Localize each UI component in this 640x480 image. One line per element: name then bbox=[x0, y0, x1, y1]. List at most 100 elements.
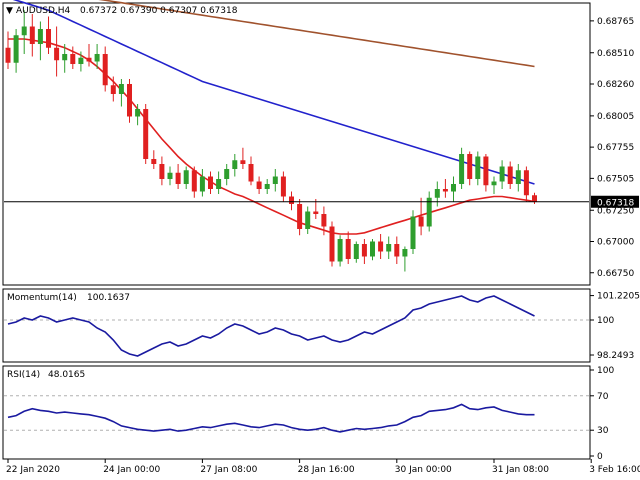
candle-body bbox=[143, 109, 149, 159]
candle-body bbox=[361, 244, 367, 257]
candle-body bbox=[29, 26, 35, 44]
mid-ma-line bbox=[12, 0, 535, 185]
candle-body bbox=[216, 179, 222, 189]
candle-body bbox=[394, 244, 400, 257]
candle-body bbox=[62, 54, 68, 61]
price-tick-label: 0.68005 bbox=[597, 112, 634, 122]
price-tick-label: 0.67250 bbox=[597, 206, 634, 216]
price-pane-frame bbox=[2, 2, 591, 286]
candle-body bbox=[459, 154, 465, 184]
candle-body bbox=[46, 29, 51, 48]
price-y-axis: 0.68765 0.68510 0.68260 0.68005 0.67755 0.675… bbox=[590, 17, 634, 279]
candle-body bbox=[224, 169, 230, 179]
candle-body bbox=[353, 244, 359, 259]
price-tick-label: 0.68510 bbox=[597, 49, 634, 59]
momentum-y-axis: 101.2205 100 98.2493 bbox=[590, 292, 640, 361]
price-tick-label: 0.67755 bbox=[597, 143, 634, 153]
momentum-tick-label: 100 bbox=[597, 316, 614, 326]
candle-body bbox=[21, 26, 27, 36]
time-tick-label: 28 Jan 16:00 bbox=[298, 465, 355, 475]
candle-body bbox=[337, 239, 343, 262]
candle-body bbox=[118, 84, 124, 94]
current-price-label: 0.67318 bbox=[597, 198, 634, 208]
rsi-tick-label: 70 bbox=[597, 392, 609, 402]
candle-body bbox=[151, 159, 157, 164]
candle-body bbox=[402, 249, 408, 257]
rsi-line bbox=[7, 403, 535, 433]
candle-body bbox=[94, 54, 100, 62]
candle-body bbox=[272, 176, 278, 184]
candle-body bbox=[240, 160, 246, 164]
candle-body bbox=[70, 54, 76, 64]
candle-body bbox=[507, 166, 513, 184]
momentum-title: Momentum(14) bbox=[7, 293, 77, 303]
candle-body bbox=[102, 54, 108, 86]
price-tick-label: 0.67000 bbox=[597, 238, 634, 248]
time-tick-label: 24 Jan 00:00 bbox=[103, 465, 160, 475]
candle-body bbox=[532, 195, 537, 202]
candle-body bbox=[159, 164, 165, 179]
momentum-tick-label: 98.2493 bbox=[597, 351, 634, 361]
momentum-line bbox=[7, 295, 535, 357]
current-price-line: 0.67318 bbox=[4, 195, 639, 208]
price-tick-label: 0.68765 bbox=[597, 17, 634, 27]
candle-body bbox=[191, 170, 197, 192]
momentum-value: 100.1637 bbox=[87, 293, 130, 303]
candle-body bbox=[483, 156, 489, 186]
price-tick-label: 0.66750 bbox=[597, 269, 634, 279]
momentum-pane-frame bbox=[2, 288, 591, 363]
candle-body bbox=[386, 244, 392, 252]
candle-body bbox=[321, 214, 327, 227]
candle-body bbox=[37, 29, 43, 44]
time-tick-label: 31 Jan 08:00 bbox=[492, 465, 549, 475]
fast-moving-average bbox=[8, 38, 535, 235]
candle-body bbox=[418, 216, 424, 227]
candle-body bbox=[54, 47, 60, 61]
candle-body bbox=[135, 109, 141, 117]
current-price-tag bbox=[591, 195, 639, 208]
candle-body bbox=[110, 85, 116, 94]
collapse-arrow-icon[interactable]: ▼ bbox=[6, 6, 13, 16]
slow-ma-line bbox=[98, 0, 535, 68]
rsi-tick-label: 0 bbox=[597, 452, 603, 462]
candle-body bbox=[86, 57, 92, 62]
rsi-series-line bbox=[7, 403, 535, 433]
candlesticks bbox=[5, 10, 537, 272]
candle-body bbox=[370, 241, 375, 257]
candle-body bbox=[78, 57, 84, 64]
rsi-pane-frame bbox=[2, 365, 591, 460]
candle-body bbox=[264, 184, 270, 189]
fast-ma-line bbox=[8, 38, 535, 235]
time-tick-label: 27 Jan 08:00 bbox=[200, 465, 257, 475]
rsi-value: 48.0165 bbox=[48, 370, 85, 380]
candle-body bbox=[280, 176, 286, 197]
candle-body bbox=[345, 239, 351, 259]
rsi-y-axis: 100 70 30 0 bbox=[590, 366, 614, 462]
candle-body bbox=[289, 196, 294, 204]
candle-body bbox=[232, 160, 238, 169]
candle-body bbox=[475, 156, 481, 179]
chart-ohlc-values: 0.67372 0.67390 0.67307 0.67318 bbox=[80, 6, 238, 16]
chart-symbol-title: AUDUSD,H4 bbox=[16, 6, 71, 16]
candle-body bbox=[175, 172, 181, 184]
candle-body bbox=[199, 176, 205, 192]
candle-body bbox=[256, 181, 262, 189]
candle-body bbox=[515, 170, 521, 184]
candle-body bbox=[523, 170, 529, 196]
mid-moving-average bbox=[12, 0, 535, 185]
candle-body bbox=[13, 35, 19, 63]
rsi-grid bbox=[4, 395, 589, 431]
candle-body bbox=[167, 172, 173, 179]
candle-body bbox=[410, 216, 416, 249]
slow-moving-average bbox=[98, 0, 535, 68]
time-tick-label: 3 Feb 16:00 bbox=[589, 465, 640, 475]
candle-body bbox=[329, 226, 335, 262]
rsi-tick-label: 30 bbox=[597, 426, 609, 436]
rsi-tick-label: 100 bbox=[597, 366, 614, 376]
momentum-series-line bbox=[7, 295, 535, 357]
candle-body bbox=[499, 166, 505, 182]
candle-body bbox=[248, 164, 254, 182]
candle-body bbox=[127, 84, 132, 117]
candle-body bbox=[442, 189, 448, 192]
